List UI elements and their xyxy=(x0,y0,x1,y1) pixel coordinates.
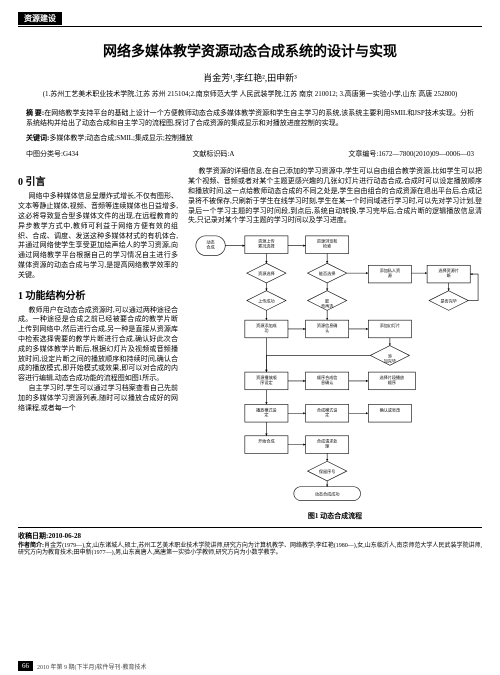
abstract-text: 在网络教学支持平台的基础上设计一个方便教师动态合成多媒体教学资源和学生自主学习的… xyxy=(26,109,474,126)
keywords-block: 关键词:多媒体教学;动态合成;SMIL;集成显示;控制播放 xyxy=(26,134,474,143)
abstract-label: 摘 要: xyxy=(26,109,44,117)
doc-code: 文献标识码:A xyxy=(192,149,234,159)
svg-text:资源选择: 资源选择 xyxy=(258,270,274,276)
svg-text:开始合成: 开始合成 xyxy=(258,438,274,444)
svg-text:动态合成成功: 动态合成成功 xyxy=(315,491,340,497)
author-bio: 作者简介:肖金芳(1979—),女,山东诸城人,硕士,苏州工艺美术职业技术学院讲… xyxy=(18,543,482,559)
figure-1: 动态合成 资源上传累况选择 资源浏览和检索 资源选择 能否选择 添加私人资源 xyxy=(188,230,482,520)
keywords-text: 多媒体教学;动态合成;SMIL;集成显示;控制播放 xyxy=(49,134,193,142)
section-0-heading: 0 引言 xyxy=(18,173,178,188)
page-footer: 66 2010 年第 9 期(下半月)软件导刊·教育技术 xyxy=(0,661,500,671)
svg-text:资源上传累况选择: 资源上传累况选择 xyxy=(258,238,274,249)
journal-info: 2010 年第 9 期(下半月)软件导刊·教育技术 xyxy=(37,662,147,671)
article-id: 文章编号:1672—7800(2010)09—0006—03 xyxy=(348,149,474,159)
figure-1-caption: 图1 动态合成流程 xyxy=(188,511,482,521)
affiliation: (1.苏州工艺美术职业技术学院,江苏 苏州 215104;2.南京师范大学 人民… xyxy=(18,90,482,99)
keywords-label: 关键词: xyxy=(26,134,49,142)
svg-text:添加幻灯片: 添加幻灯片 xyxy=(380,322,401,328)
section-1-heading: 1 功能结构分析 xyxy=(18,287,178,302)
meta-row: 中图分类号:G434 文献标识码:A 文章编号:1672—7800(2010)0… xyxy=(26,149,474,159)
svg-text:上传成功: 上传成功 xyxy=(258,298,274,304)
svg-text:保留序号: 保留序号 xyxy=(319,468,335,474)
svg-text:是否完毕: 是否完毕 xyxy=(440,298,456,304)
abstract-block: 摘 要:在网络教学支持平台的基础上设计一个方便教师动态合成多媒体教学资源和学生自… xyxy=(26,109,474,128)
section-1-para2: 自主学习时,学生可以通过学习档案查看自己先前加的多媒体学习资源列表,随时可以播放… xyxy=(18,384,178,413)
authors: 肖金芳¹,李红艳²,田申新³ xyxy=(18,71,482,84)
header-rule xyxy=(18,26,482,27)
section-0-para: 网络中多种媒体信息呈爆炸式增长,不仅有图形、文本等静止媒体,视频、音频等连续媒体… xyxy=(18,192,178,280)
footnote-rule xyxy=(18,527,482,528)
left-column: 0 引言 网络中多种媒体信息呈爆炸式增长,不仅有图形、文本等静止媒体,视频、音频… xyxy=(18,167,178,520)
svg-text:确认或吴改: 确认或吴改 xyxy=(380,406,401,412)
right-para1: 教学资源的详细信息,在自己添加的学习资源中,学生可以自由组合教学资源,比如学生可… xyxy=(188,167,482,226)
svg-text:能否选择: 能否选择 xyxy=(319,270,335,276)
flowchart-svg: 动态合成 资源上传累况选择 资源浏览和检索 资源选择 能否选择 添加私人资源 xyxy=(188,230,482,504)
page-number: 66 xyxy=(18,661,33,671)
right-column: 教学资源的详细信息,在自己添加的学习资源中,学生可以自由组合教学资源,比如学生可… xyxy=(188,167,482,520)
header-tag: 资源建设 xyxy=(18,12,482,25)
section-1-para1: 教师用户在动态合成资源时,可以通过两种途径合成。一种途径是合成之前已经被要合成的… xyxy=(18,306,178,384)
article-title: 网络多媒体教学资源动态合成系统的设计与实现 xyxy=(18,41,482,61)
received-date: 收稿日期:2010-06-28 xyxy=(18,531,482,541)
clc: 中图分类号:G434 xyxy=(26,149,79,159)
svg-text:动态合成: 动态合成 xyxy=(206,239,214,250)
